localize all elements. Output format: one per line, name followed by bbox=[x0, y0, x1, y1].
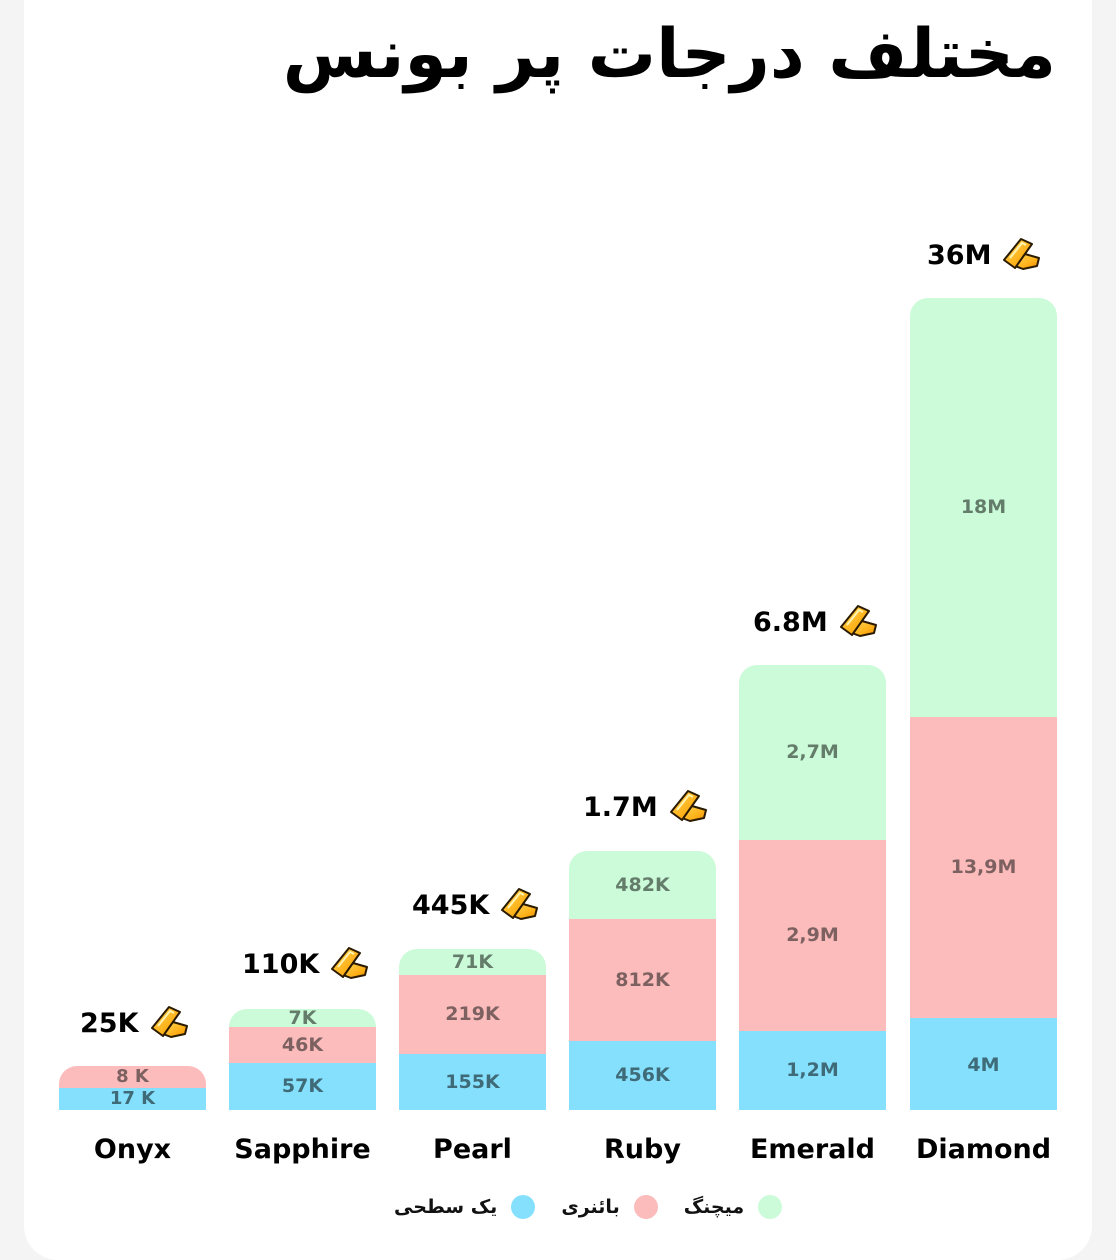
segment-single-level: 57K bbox=[229, 1063, 376, 1110]
legend-dot-binary bbox=[633, 1195, 658, 1219]
legend-item-matching: میچنگ bbox=[683, 1195, 783, 1219]
segment-binary: 219K bbox=[399, 975, 546, 1054]
gold-bars-icon bbox=[499, 886, 541, 924]
segment-matching: 18M bbox=[910, 298, 1057, 717]
legend-label: یک سطحی bbox=[394, 1196, 498, 1218]
segment-single-level: 17 K bbox=[59, 1088, 206, 1110]
segment-single-level: 456K bbox=[569, 1041, 716, 1110]
segment-binary: 13,9M bbox=[910, 717, 1057, 1018]
total-value: 1.7M bbox=[583, 791, 658, 823]
bar-emerald: 2,7M 2,9M 1,2M bbox=[739, 665, 886, 1110]
bar-onyx: 8 K 17 K bbox=[59, 1066, 206, 1110]
segment-matching: 482K bbox=[569, 851, 716, 919]
total-value: 110K bbox=[242, 948, 320, 980]
segment-binary: 8 K bbox=[59, 1066, 206, 1088]
segment-single-level: 155K bbox=[399, 1054, 546, 1110]
segment-matching: 7K bbox=[229, 1009, 376, 1027]
x-label-sapphire: Sapphire bbox=[234, 1134, 371, 1165]
gold-bars-icon bbox=[1001, 236, 1043, 274]
total-label-emerald: 6.8M bbox=[753, 602, 880, 642]
total-value: 36M bbox=[927, 239, 992, 271]
chart-title: مختلف درجات پر بونس bbox=[282, 15, 1056, 94]
bar-ruby: 482K 812K 456K bbox=[569, 851, 716, 1110]
total-label-sapphire: 110K bbox=[242, 944, 371, 984]
total-label-diamond: 36M bbox=[927, 235, 1043, 275]
bar-pearl: 71K 219K 155K bbox=[399, 949, 546, 1110]
segment-binary: 2,9M bbox=[739, 840, 886, 1031]
segment-binary: 46K bbox=[229, 1027, 376, 1063]
gold-bars-icon bbox=[329, 945, 371, 983]
gold-bars-icon bbox=[668, 788, 710, 826]
legend-dot-single-level bbox=[511, 1195, 536, 1219]
total-value: 6.8M bbox=[753, 606, 828, 638]
legend-label: بائنری bbox=[561, 1196, 620, 1218]
x-label-diamond: Diamond bbox=[915, 1134, 1052, 1165]
x-label-ruby: Ruby bbox=[604, 1134, 681, 1165]
segment-matching: 71K bbox=[399, 949, 546, 975]
segment-single-level: 4M bbox=[910, 1018, 1057, 1110]
x-label-onyx: Onyx bbox=[93, 1134, 172, 1165]
total-label-onyx: 25K bbox=[80, 1003, 191, 1043]
segment-single-level: 1,2M bbox=[739, 1031, 886, 1110]
legend-item-single-level: یک سطحی bbox=[394, 1195, 536, 1219]
total-label-pearl: 445K bbox=[412, 885, 541, 925]
total-value: 445K bbox=[412, 889, 490, 921]
legend-dot-matching bbox=[758, 1195, 783, 1219]
legend-label: میچنگ bbox=[683, 1196, 745, 1218]
segment-matching: 2,7M bbox=[739, 665, 886, 840]
total-value: 25K bbox=[80, 1007, 139, 1039]
total-label-ruby: 1.7M bbox=[583, 787, 710, 827]
legend-item-binary: بائنری bbox=[561, 1195, 658, 1219]
segment-binary: 812K bbox=[569, 919, 716, 1041]
x-label-emerald: Emerald bbox=[749, 1134, 875, 1165]
gold-bars-icon bbox=[838, 603, 880, 641]
bar-sapphire: 7K 46K 57K bbox=[229, 1009, 376, 1110]
gold-bars-icon bbox=[149, 1004, 191, 1042]
x-label-pearl: Pearl bbox=[433, 1134, 512, 1165]
bar-diamond: 18M 13,9M 4M bbox=[910, 298, 1057, 1110]
legend: میچنگ بائنری یک سطحی bbox=[368, 1190, 783, 1224]
